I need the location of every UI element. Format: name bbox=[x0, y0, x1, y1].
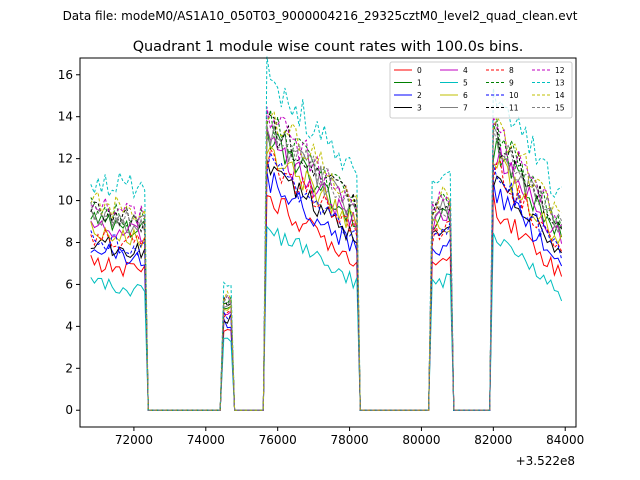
x-offset-label: +3.522e8 bbox=[516, 454, 575, 468]
y-tick-label: 14 bbox=[58, 110, 73, 124]
legend-label-8: 8 bbox=[509, 66, 514, 75]
legend-label-4: 4 bbox=[463, 66, 468, 75]
legend-label-10: 10 bbox=[509, 91, 519, 100]
legend-label-1: 1 bbox=[417, 79, 422, 88]
x-tick-label: 76000 bbox=[259, 433, 297, 447]
plot-area bbox=[90, 56, 563, 411]
legend-label-6: 6 bbox=[463, 91, 468, 100]
x-tick-label: 80000 bbox=[402, 433, 440, 447]
legend-label-3: 3 bbox=[417, 104, 422, 113]
y-tick-label: 12 bbox=[58, 152, 73, 166]
legend-label-12: 12 bbox=[555, 66, 565, 75]
legend-label-0: 0 bbox=[417, 66, 422, 75]
legend-label-14: 14 bbox=[555, 91, 565, 100]
legend-label-15: 15 bbox=[555, 104, 565, 113]
chart-title: Quadrant 1 module wise count rates with … bbox=[133, 39, 524, 55]
x-axis: 72000 74000 76000 78000 80000 82000 84000 bbox=[115, 427, 584, 447]
legend-label-2: 2 bbox=[417, 91, 422, 100]
x-tick-label: 78000 bbox=[330, 433, 368, 447]
y-tick-label: 6 bbox=[65, 277, 73, 291]
y-tick-label: 4 bbox=[65, 319, 73, 333]
y-axis: 0 2 4 6 8 10 12 14 16 bbox=[58, 68, 80, 417]
x-tick-label: 74000 bbox=[187, 433, 225, 447]
x-tick-label: 72000 bbox=[115, 433, 153, 447]
y-tick-label: 2 bbox=[65, 361, 73, 375]
y-tick-label: 10 bbox=[58, 194, 73, 208]
x-tick-label: 84000 bbox=[546, 433, 584, 447]
y-tick-label: 16 bbox=[58, 68, 73, 82]
legend-box bbox=[389, 61, 573, 119]
legend-label-5: 5 bbox=[463, 79, 468, 88]
legend-label-7: 7 bbox=[463, 104, 468, 113]
y-tick-label: 8 bbox=[65, 236, 73, 250]
legend-label-13: 13 bbox=[555, 79, 565, 88]
y-tick-label: 0 bbox=[65, 403, 73, 417]
series-line-15 bbox=[90, 124, 563, 411]
legend-label-11: 11 bbox=[509, 104, 519, 113]
legend-label-9: 9 bbox=[509, 79, 514, 88]
x-tick-label: 82000 bbox=[474, 433, 512, 447]
chart-suptitle: Data file: modeM0/AS1A10_050T03_90000042… bbox=[63, 9, 578, 23]
